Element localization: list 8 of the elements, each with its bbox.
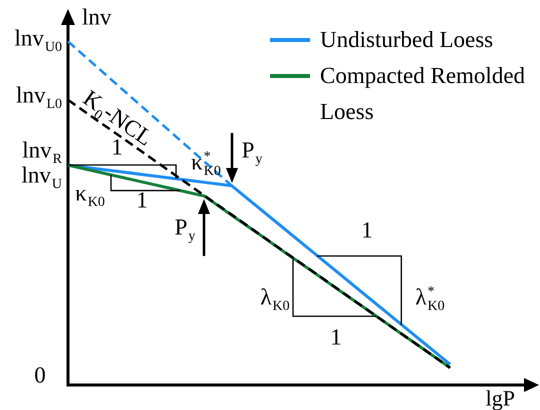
annotation: 1 [136,188,148,213]
text: 0 [34,362,46,388]
legend-label: Compacted Remolded Loess [320,62,526,126]
x-axis-title: lgP [486,385,516,410]
annotation: 1 [330,324,342,350]
y-axis-title: lnv [82,4,112,30]
annotation: 1 [361,218,373,243]
legend-label: Undisturbed Loess [320,26,494,54]
